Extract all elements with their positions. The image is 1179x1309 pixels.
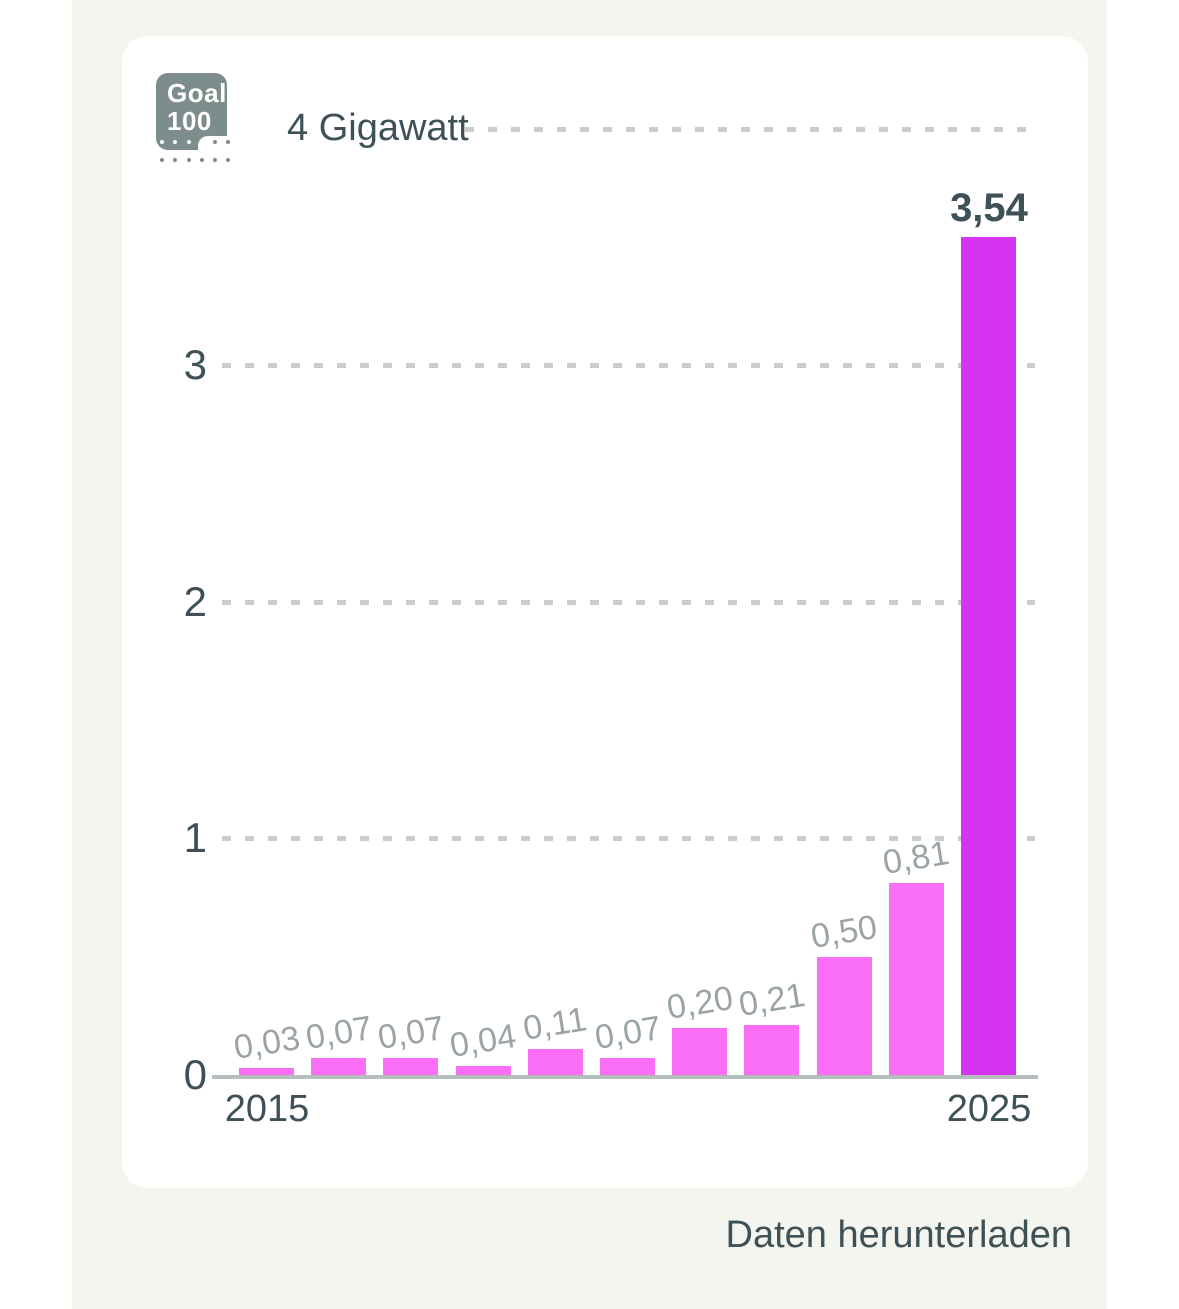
bar-value-label-2025: 3,54 [950, 186, 1028, 230]
goal-line-label: 4 Gigawatt [287, 107, 469, 149]
bar-2015[interactable] [239, 1068, 294, 1075]
goal-100-logo: Goal 100 [156, 73, 231, 168]
bar-2025[interactable] [961, 237, 1016, 1075]
dot-icon [173, 158, 178, 162]
x-tick-label-2015: 2015 [224, 1088, 310, 1130]
dot-icon [213, 140, 218, 144]
goal-gridline [465, 127, 1035, 132]
logo-notch [198, 136, 228, 151]
bar-2020[interactable] [600, 1058, 655, 1075]
bar-2017[interactable] [383, 1058, 438, 1075]
dot-icon [199, 140, 204, 144]
bar-2019[interactable] [528, 1049, 583, 1075]
dot-icon [173, 140, 178, 144]
gridline-1 [222, 836, 1035, 841]
x-tick-label-2025: 2025 [946, 1088, 1032, 1130]
goal-100-logo-box: Goal 100 [156, 73, 228, 151]
dot-icon [160, 140, 164, 144]
dot-icon [226, 140, 231, 144]
goal-100-logo-text: Goal 100 [167, 79, 227, 135]
x-axis-line [212, 1075, 1038, 1079]
gridline-3 [222, 363, 1035, 368]
bar-2018[interactable] [456, 1066, 511, 1075]
bar-2023[interactable] [817, 957, 872, 1075]
dot-icon [186, 158, 191, 162]
y-tick-label-2: 2 [183, 578, 207, 625]
download-data-link[interactable]: Daten herunterladen [725, 1214, 1072, 1256]
logo-line1: Goal [167, 78, 227, 108]
bar-2022[interactable] [744, 1025, 799, 1075]
y-tick-label-0: 0 [183, 1051, 207, 1098]
logo-line2: 100 [167, 106, 212, 136]
y-tick-label-1: 1 [183, 814, 207, 861]
dot-icon [186, 140, 191, 144]
gridline-2 [222, 600, 1035, 605]
bar-2024[interactable] [889, 883, 944, 1075]
y-tick-label-3: 3 [183, 341, 207, 388]
dot-icon [213, 158, 218, 162]
bar-2021[interactable] [672, 1028, 727, 1075]
dot-icon [160, 158, 164, 162]
dot-icon [199, 158, 204, 162]
logo-dots-row-2 [160, 158, 231, 162]
dot-icon [226, 158, 231, 162]
bar-2016[interactable] [311, 1058, 366, 1075]
logo-dots-row-1 [160, 140, 231, 144]
